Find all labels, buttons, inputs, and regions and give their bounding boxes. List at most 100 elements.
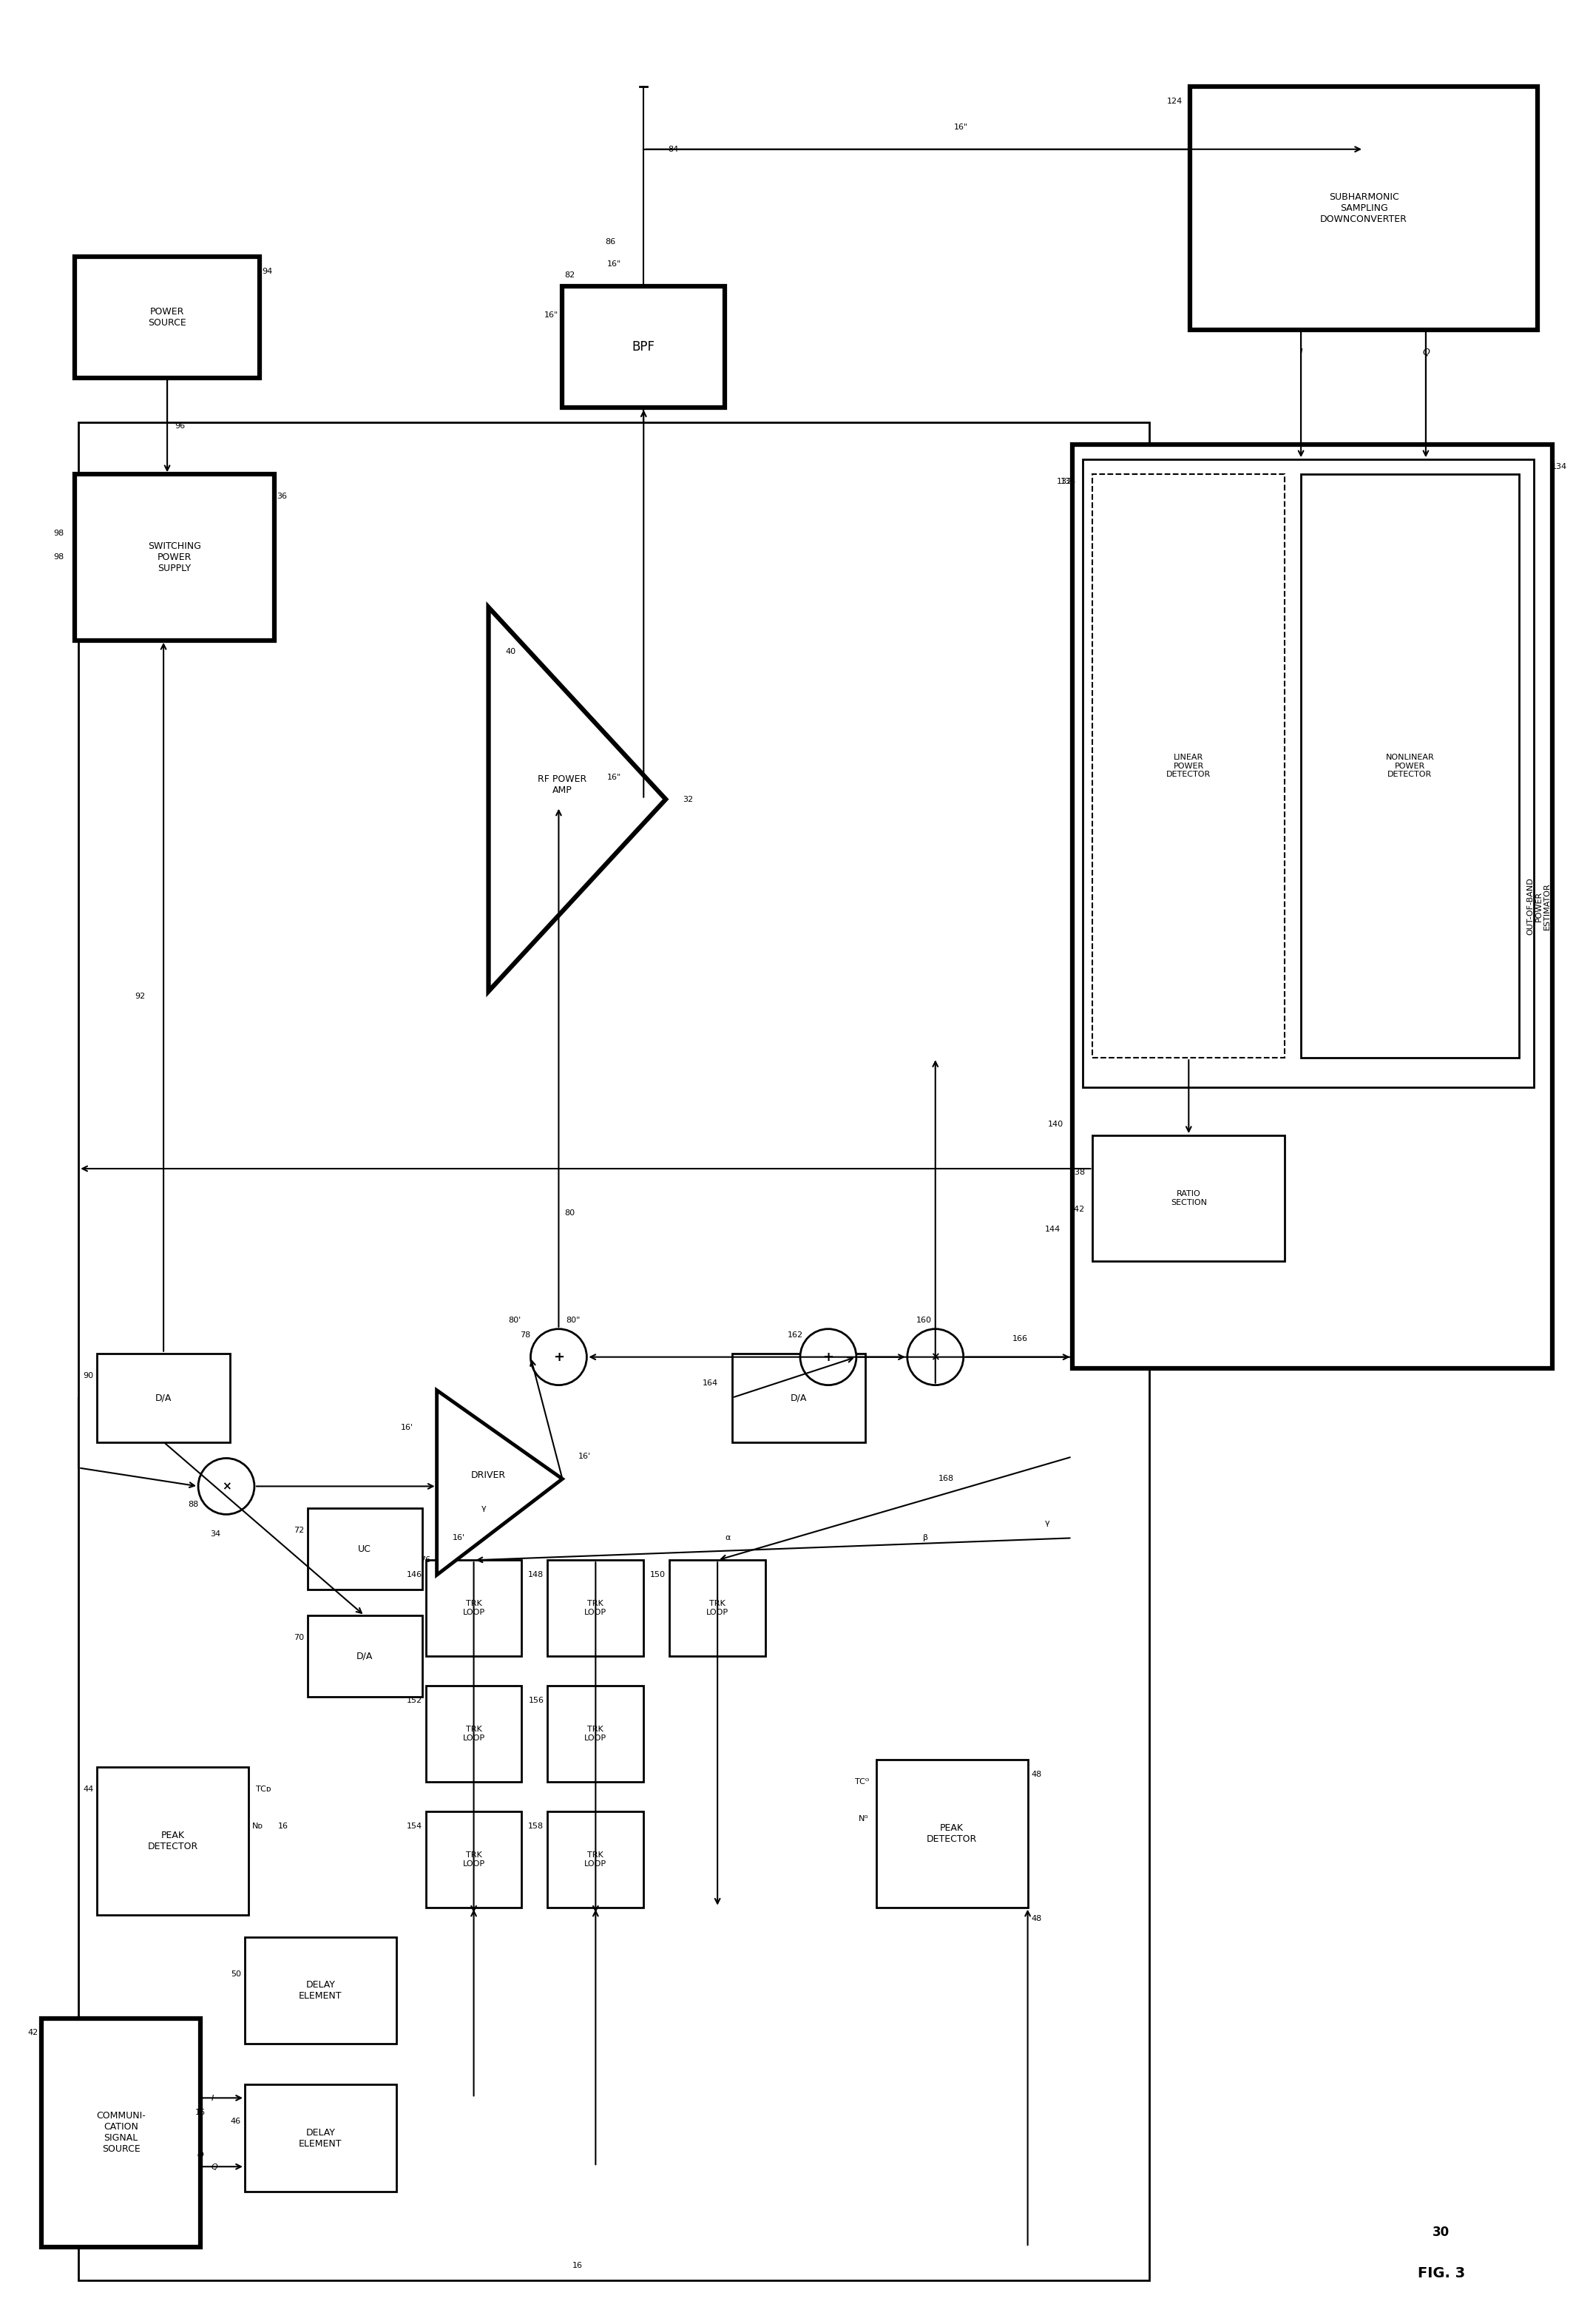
Text: DELAY
ELEMENT: DELAY ELEMENT: [299, 2129, 342, 2150]
Text: 152: 152: [406, 1697, 422, 1703]
Bar: [245, 2085, 397, 2192]
Text: 90: 90: [83, 1371, 94, 1378]
Polygon shape: [436, 1390, 562, 1576]
Text: 80": 80": [566, 1315, 580, 1325]
Text: 16: 16: [572, 2261, 583, 2268]
Text: 40: 40: [505, 648, 516, 655]
Text: ×: ×: [221, 1480, 231, 1492]
Text: Q: Q: [198, 2152, 204, 2159]
Bar: [733, 1353, 865, 1441]
Text: 44: 44: [83, 1785, 94, 1792]
Text: 154: 154: [406, 1822, 422, 1829]
Bar: [307, 1615, 422, 1697]
Text: TCᴳ: TCᴳ: [855, 1778, 868, 1785]
Text: D/A: D/A: [357, 1652, 373, 1662]
Text: 16: 16: [196, 2108, 205, 2117]
Bar: [75, 256, 260, 379]
Bar: [1190, 86, 1537, 330]
Text: 164: 164: [703, 1378, 718, 1387]
Text: 134: 134: [1552, 462, 1568, 469]
Bar: [548, 1810, 644, 1908]
Text: 84: 84: [667, 146, 679, 153]
Text: 166: 166: [1013, 1334, 1027, 1343]
Text: SWITCHING
POWER
SUPPLY: SWITCHING POWER SUPPLY: [148, 541, 201, 574]
Text: COMMUNI-
CATION
SIGNAL
SOURCE: COMMUNI- CATION SIGNAL SOURCE: [96, 2110, 145, 2154]
Text: 160: 160: [916, 1315, 932, 1325]
Text: 32: 32: [683, 795, 693, 804]
Text: 98: 98: [53, 530, 64, 537]
Bar: [41, 2017, 201, 2247]
Text: RF POWER
AMP: RF POWER AMP: [538, 774, 586, 795]
Text: Nᴅ: Nᴅ: [252, 1822, 263, 1829]
Bar: [97, 1766, 249, 1915]
Text: 16": 16": [607, 774, 621, 781]
Bar: [425, 1559, 523, 1657]
Text: 96: 96: [175, 423, 185, 430]
Polygon shape: [489, 607, 666, 992]
Circle shape: [908, 1329, 964, 1385]
Text: SUBHARMONIC
SAMPLING
DOWNCONVERTER: SUBHARMONIC SAMPLING DOWNCONVERTER: [1321, 193, 1407, 223]
Bar: [1093, 1136, 1284, 1262]
Text: Nᴳ: Nᴳ: [859, 1815, 868, 1822]
Text: 150: 150: [650, 1571, 666, 1578]
Text: D/A: D/A: [155, 1392, 172, 1401]
Text: 30: 30: [1432, 2226, 1450, 2238]
Text: 16': 16': [401, 1425, 414, 1432]
Text: 146: 146: [406, 1571, 422, 1578]
Text: 42: 42: [27, 2029, 38, 2036]
Text: TRK
LOOP: TRK LOOP: [585, 1727, 607, 1741]
Bar: [245, 1936, 397, 2045]
Text: POWER
SOURCE: POWER SOURCE: [148, 307, 186, 328]
Text: TRK
LOOP: TRK LOOP: [462, 1852, 484, 1866]
Text: 156: 156: [529, 1697, 543, 1703]
Text: LINEAR
POWER
DETECTOR: LINEAR POWER DETECTOR: [1166, 753, 1211, 779]
Text: 16: 16: [279, 1822, 288, 1829]
Text: 72: 72: [293, 1527, 304, 1534]
Bar: [669, 1559, 766, 1657]
Text: 50: 50: [231, 1971, 241, 1978]
Text: FIG. 3: FIG. 3: [1418, 2266, 1466, 2280]
Text: 168: 168: [938, 1476, 954, 1483]
Text: 158: 158: [529, 1822, 543, 1829]
Text: 98: 98: [53, 553, 64, 560]
Text: γ: γ: [1045, 1520, 1050, 1527]
Text: 76: 76: [421, 1557, 432, 1564]
Text: 132: 132: [1056, 479, 1072, 486]
Bar: [97, 1353, 229, 1441]
Circle shape: [530, 1329, 586, 1385]
Circle shape: [800, 1329, 857, 1385]
Bar: [562, 286, 725, 407]
Text: 124: 124: [1168, 98, 1182, 105]
Text: 92: 92: [134, 992, 145, 999]
Text: 162: 162: [787, 1332, 803, 1339]
Text: OUT-OF-BAND
POWER
ESTIMATOR: OUT-OF-BAND POWER ESTIMATOR: [1526, 878, 1552, 934]
Bar: [1072, 444, 1552, 1369]
Text: PEAK
DETECTOR: PEAK DETECTOR: [927, 1822, 977, 1843]
Text: 138: 138: [1069, 1169, 1085, 1176]
Bar: [75, 474, 274, 641]
Text: +: +: [822, 1350, 833, 1364]
Text: D/A: D/A: [790, 1392, 808, 1401]
Text: DRIVER: DRIVER: [472, 1471, 507, 1480]
Text: UC: UC: [358, 1543, 371, 1555]
Bar: [425, 1685, 523, 1783]
Bar: [1301, 474, 1518, 1057]
Text: 144: 144: [1045, 1225, 1061, 1234]
Text: 88: 88: [188, 1501, 199, 1508]
Bar: [876, 1759, 1027, 1908]
Text: 36: 36: [277, 493, 287, 500]
Text: 34: 34: [210, 1532, 220, 1538]
Text: 16': 16': [578, 1452, 591, 1459]
Text: Q: Q: [1423, 349, 1431, 358]
Text: 48: 48: [1031, 1771, 1042, 1778]
Bar: [548, 1559, 644, 1657]
Bar: [1093, 474, 1284, 1057]
Text: 148: 148: [529, 1571, 543, 1578]
Circle shape: [198, 1457, 255, 1515]
Text: TCᴅ: TCᴅ: [256, 1785, 271, 1792]
Text: Q: Q: [212, 2164, 218, 2171]
Bar: [78, 423, 1150, 2280]
Text: 16": 16": [954, 123, 969, 130]
Bar: [307, 1508, 422, 1590]
Bar: [548, 1685, 644, 1783]
